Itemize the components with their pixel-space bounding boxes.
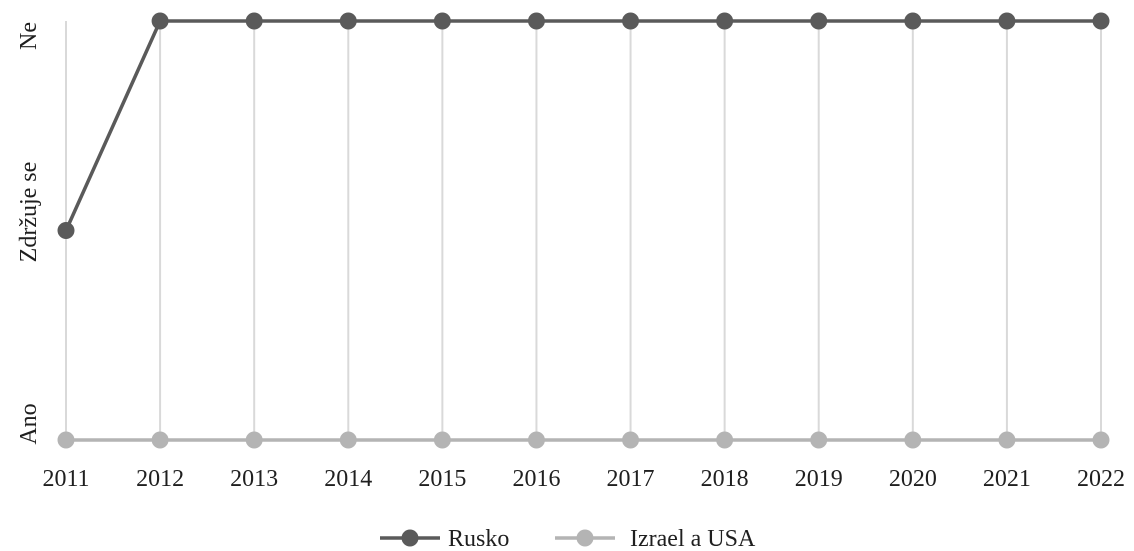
data-point-izrael-a-usa-2019 <box>810 431 828 449</box>
data-point-izrael-a-usa-2020 <box>904 431 922 449</box>
x-tick-label-2012: 2012 <box>136 466 184 492</box>
x-tick-label-2022: 2022 <box>1077 466 1125 492</box>
x-tick-label-2014: 2014 <box>324 466 372 492</box>
data-point-rusko-2012 <box>151 12 169 30</box>
data-point-izrael-a-usa-2012 <box>151 431 169 449</box>
data-point-rusko-2015 <box>433 12 451 30</box>
x-tick-label-2013: 2013 <box>230 466 278 492</box>
data-point-rusko-2019 <box>810 12 828 30</box>
data-point-izrael-a-usa-2018 <box>716 431 734 449</box>
data-point-rusko-2017 <box>622 12 640 30</box>
x-tick-label-2017: 2017 <box>607 466 655 492</box>
data-point-rusko-2022 <box>1092 12 1110 30</box>
data-point-rusko-2020 <box>904 12 922 30</box>
x-tick-label-2011: 2011 <box>42 466 89 492</box>
y-tick-label-zdr-uje-se: Zdržuje se <box>16 162 42 263</box>
data-point-izrael-a-usa-2014 <box>339 431 357 449</box>
data-point-izrael-a-usa-2016 <box>527 431 545 449</box>
data-point-izrael-a-usa-2017 <box>622 431 640 449</box>
series-layer <box>57 12 1110 449</box>
data-point-izrael-a-usa-2021 <box>998 431 1016 449</box>
data-point-rusko-2014 <box>339 12 357 30</box>
x-tick-label-2016: 2016 <box>512 466 560 492</box>
x-tick-label-2018: 2018 <box>701 466 749 492</box>
axis-labels: 2011 2012 2013 2014 2015 2016 2017 2018 2019 2020… <box>16 22 1125 492</box>
data-point-izrael-a-usa-2015 <box>433 431 451 449</box>
x-tick-label-2021: 2021 <box>983 466 1031 492</box>
legend-marker-rusko <box>401 529 419 547</box>
x-tick-label-2020: 2020 <box>889 466 937 492</box>
data-point-rusko-2013 <box>245 12 263 30</box>
data-point-izrael-a-usa-2013 <box>245 431 263 449</box>
legend-label-rusko: Rusko <box>448 526 509 551</box>
data-point-izrael-a-usa-2011 <box>57 431 75 449</box>
series-line-rusko <box>64 19 1101 232</box>
data-point-rusko-2021 <box>998 12 1016 30</box>
y-tick-label-ne: Ne <box>16 22 42 50</box>
legend-label-izrael-a-usa: Izrael a USA <box>630 526 756 551</box>
legend-marker-izrael-a-usa <box>576 529 594 547</box>
x-tick-label-2019: 2019 <box>795 466 843 492</box>
legend: Rusko Izrael a USA <box>380 526 756 551</box>
y-tick-label-ano: Ano <box>16 403 42 444</box>
data-point-rusko-2016 <box>527 12 545 30</box>
grid-lines <box>65 21 1102 440</box>
x-tick-label-2015: 2015 <box>418 466 466 492</box>
data-point-rusko-2018 <box>716 12 734 30</box>
data-point-rusko-2011 <box>57 222 75 239</box>
data-point-izrael-a-usa-2022 <box>1092 431 1110 449</box>
